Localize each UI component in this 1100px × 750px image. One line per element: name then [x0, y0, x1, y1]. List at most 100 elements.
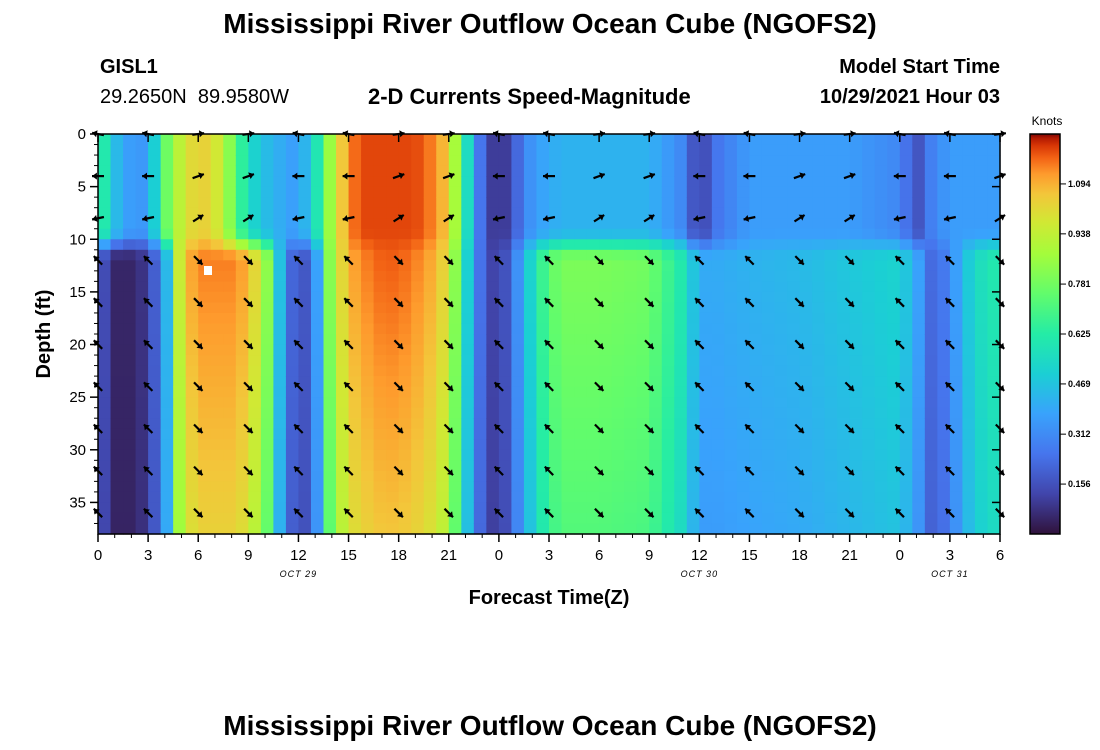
heatmap-cell: [260, 176, 274, 188]
heatmap-cell: [862, 260, 876, 272]
heatmap-cell: [436, 386, 450, 398]
heatmap-cell: [123, 439, 137, 451]
heatmap-cell: [549, 344, 563, 356]
heatmap-cell: [987, 176, 1001, 188]
heatmap-cell: [348, 397, 362, 409]
heatmap-cell: [298, 155, 312, 167]
heatmap-cell: [473, 323, 487, 335]
heatmap-cell: [674, 186, 688, 198]
heatmap-cell: [987, 291, 1001, 304]
heatmap-cell: [160, 449, 174, 461]
heatmap-cell: [949, 281, 964, 293]
heatmap-cell: [448, 460, 462, 472]
heatmap-cell: [824, 270, 838, 282]
heatmap-cell: [561, 376, 575, 388]
current-arrow: [143, 423, 154, 434]
heatmap-cell: [323, 397, 337, 409]
heatmap-cell: [98, 176, 112, 188]
heatmap-cell: [210, 207, 224, 219]
heatmap-cell: [711, 386, 725, 398]
heatmap-cell: [599, 144, 613, 156]
heatmap-cell: [348, 312, 362, 325]
heatmap-cell: [135, 523, 149, 535]
heatmap-cell: [949, 239, 964, 251]
heatmap-cell: [661, 291, 675, 304]
heatmap-cell: [611, 439, 625, 451]
heatmap-cell: [724, 165, 738, 177]
heatmap-cell: [336, 460, 350, 472]
heatmap-cell: [849, 302, 863, 314]
heatmap-cell: [674, 176, 688, 188]
heatmap-cell: [148, 470, 162, 482]
current-arrow: [193, 339, 204, 350]
heatmap-cell: [273, 481, 287, 493]
heatmap-cell: [473, 386, 487, 398]
heatmap-cell: [661, 144, 675, 156]
heatmap-cell: [173, 186, 187, 198]
heatmap-cell: [624, 512, 638, 525]
heatmap-cell: [185, 481, 199, 493]
heatmap-cell: [599, 512, 613, 525]
heatmap-cell: [160, 376, 174, 388]
heatmap-cell: [711, 186, 725, 198]
heatmap-cell: [223, 312, 237, 325]
heatmap-cell: [310, 323, 325, 335]
heatmap-cell: [185, 186, 199, 198]
heatmap-cell: [949, 344, 964, 356]
heatmap-cell: [135, 207, 149, 219]
heatmap-cell: [423, 186, 437, 198]
heatmap-cell: [461, 155, 475, 167]
heatmap-cell: [348, 155, 362, 167]
heatmap-cell: [148, 407, 162, 419]
heatmap-cell: [260, 355, 274, 367]
heatmap-cell: [273, 460, 287, 472]
heatmap-cell: [661, 186, 675, 198]
heatmap-cell: [787, 260, 801, 272]
heatmap-cell: [336, 407, 350, 419]
heatmap-cell: [924, 239, 938, 251]
heatmap-cell: [574, 197, 588, 209]
arrow-head: [246, 427, 253, 433]
heatmap-cell: [611, 449, 625, 461]
heatmap-cell: [98, 323, 112, 335]
heatmap-cell: [361, 502, 375, 514]
heatmap-cell: [298, 281, 312, 293]
heatmap-cell: [398, 155, 412, 167]
heatmap-cell: [574, 491, 588, 504]
heatmap-cell: [498, 197, 513, 209]
heatmap-cell: [824, 523, 838, 535]
heatmap-cell: [549, 397, 563, 409]
heatmap-cell: [285, 428, 300, 440]
heatmap-cell: [160, 186, 174, 198]
heatmap-cell: [473, 281, 487, 293]
heatmap-cell: [949, 228, 964, 240]
heatmap-cell: [774, 428, 788, 440]
heatmap-cell: [336, 134, 350, 146]
heatmap-cell: [536, 312, 550, 325]
heatmap-cell: [899, 155, 913, 167]
heatmap-cell: [210, 491, 224, 504]
heatmap-cell: [98, 460, 112, 472]
heatmap-cell: [774, 386, 788, 398]
heatmap-cell: [461, 523, 475, 535]
heatmap-cell: [674, 344, 688, 356]
heatmap-cell: [323, 512, 337, 525]
heatmap-cell: [649, 460, 663, 472]
heatmap-cell: [624, 355, 638, 367]
heatmap-cell: [711, 323, 725, 335]
heatmap-cell: [812, 439, 826, 451]
heatmap-cell: [674, 334, 688, 346]
arrow-head: [695, 508, 701, 515]
current-arrow: [694, 423, 705, 434]
heatmap-cell: [461, 512, 475, 525]
heatmap-cell: [398, 502, 412, 514]
heatmap-cell: [285, 281, 300, 293]
heatmap-cell: [974, 344, 989, 356]
heatmap-cell: [223, 481, 237, 493]
heatmap-cell: [198, 491, 212, 504]
heatmap-cell: [974, 460, 989, 472]
heatmap-cell: [448, 270, 462, 282]
heatmap-cell: [574, 334, 588, 346]
heatmap-cell: [336, 418, 350, 430]
heatmap-cell: [110, 176, 124, 188]
